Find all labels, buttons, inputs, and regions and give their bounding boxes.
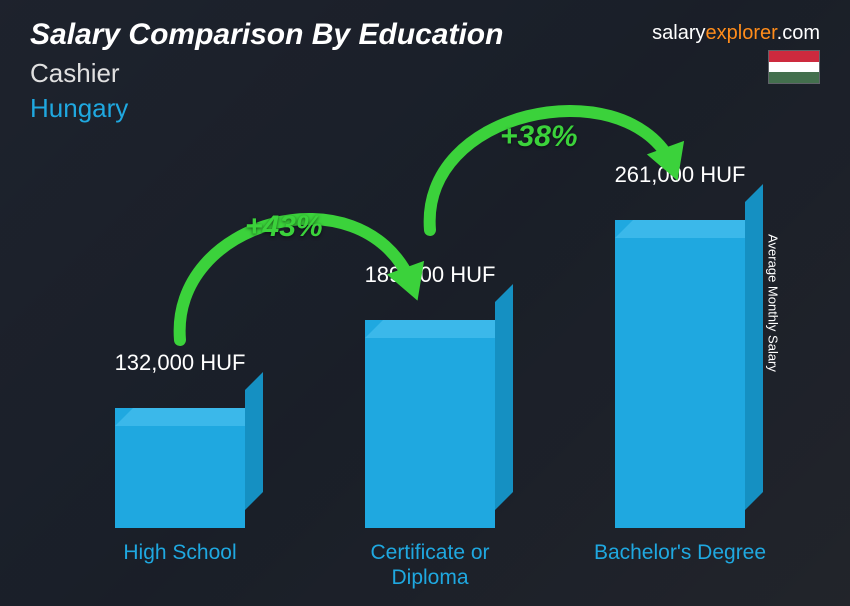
percent-increase-badge: +38% [500, 120, 578, 154]
bar-0: 132,000 HUFHigh School [100, 408, 260, 528]
bar-category-label: High School [80, 540, 280, 565]
bar-top [365, 320, 513, 338]
bar-value-label: 261,000 HUF [580, 162, 780, 188]
header: Salary Comparison By Education Cashier H… [30, 18, 503, 124]
flag-stripe-2 [769, 62, 819, 73]
page-title: Salary Comparison By Education [30, 18, 503, 52]
job-subtitle: Cashier [30, 58, 503, 89]
brand-logo: salaryexplorer.com [652, 22, 820, 45]
brand-part1: salary [652, 22, 705, 44]
bar-1: 189,000 HUFCertificate or Diploma [350, 320, 510, 528]
brand-part3: .com [777, 22, 820, 44]
bar-2: 261,000 HUFBachelor's Degree [600, 220, 760, 528]
bar-front [115, 408, 245, 528]
bar-side [495, 284, 513, 510]
flag-stripe-3 [769, 72, 819, 83]
flag-stripe-1 [769, 51, 819, 62]
bar-front [365, 320, 495, 528]
bar-category-label: Bachelor's Degree [580, 540, 780, 565]
bar-top [615, 220, 763, 238]
brand-part2: explorer [706, 22, 777, 44]
bar-front [615, 220, 745, 528]
bar-side [245, 372, 263, 510]
country-flag-icon [768, 50, 820, 84]
bar-top [115, 408, 263, 426]
bar-value-label: 189,000 HUF [330, 262, 530, 288]
percent-increase-badge: +43% [245, 210, 323, 244]
bar-side [745, 184, 763, 510]
salary-bar-chart: 132,000 HUFHigh School189,000 HUFCertifi… [60, 110, 800, 590]
bar-category-label: Certificate or Diploma [330, 540, 530, 590]
bar-value-label: 132,000 HUF [80, 350, 280, 376]
